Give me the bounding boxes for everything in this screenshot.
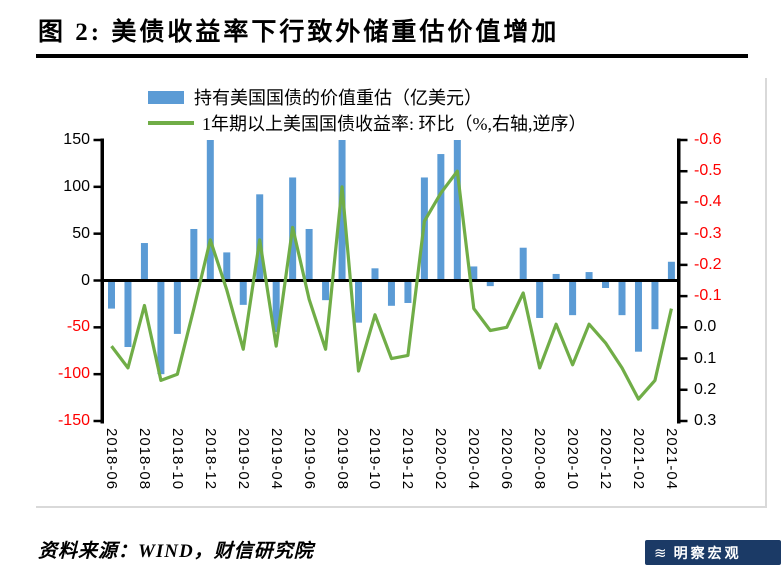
legend-bar-swatch [148,90,184,104]
legend-item-line: 1年期以上美国国债收益率: 环比（%,右轴,逆序） [148,110,587,136]
bar [519,247,527,281]
right-axis-tick [680,138,688,142]
bar [618,280,626,316]
bar [124,280,132,348]
legend-line-label: 1年期以上美国国债收益率: 环比（%,右轴,逆序） [202,114,587,134]
right-axis-tick [680,419,688,423]
chart-legend: 持有美国国债的价值重估（亿美元） 1年期以上美国国债收益率: 环比（%,右轴,逆… [148,84,587,136]
bar [239,280,247,305]
bar [355,280,363,323]
bar [536,280,544,318]
bar [651,280,659,330]
chart-bottom-border [36,506,767,508]
bar [305,228,313,281]
left-axis-tick [93,326,101,329]
left-axis-tick [93,185,101,189]
left-axis-tick [93,372,101,376]
bar [322,280,330,301]
bar [140,243,148,281]
left-axis-tick [93,419,101,423]
bar [634,280,642,352]
right-axis-tick [680,388,688,392]
bar [173,280,181,334]
left-axis-tick [93,138,101,142]
yield-line [110,169,673,401]
bar [223,252,231,281]
bar [371,268,379,281]
legend-item-bars: 持有美国国债的价值重估（亿美元） [148,84,587,110]
bar [404,280,412,303]
watermark-badge: ≋ 明察宏观 [645,540,781,565]
right-axis-tick [680,201,688,204]
bar [190,228,198,281]
bar [338,140,346,281]
source-note: 资料来源：WIND，财信研究院 [38,541,314,562]
legend-bar-label: 持有美国国债的价值重估（亿美元） [194,88,482,108]
right-axis-tick [680,326,688,329]
bar [486,280,494,287]
right-axis-tick [680,294,688,298]
title-underline [36,54,748,58]
left-axis-tick [93,279,101,282]
bar [256,194,264,281]
figure-title: 图 2: 美债收益率下行致外储重估价值增加 [38,19,560,46]
bar [602,280,610,288]
bar [552,273,560,281]
bar [108,280,115,309]
bar [453,140,461,281]
bar [585,272,593,281]
zero-line [100,279,681,282]
right-axis-tick [680,169,688,173]
bar [206,140,214,281]
right-axis-tick [680,263,688,267]
bar [667,261,675,281]
legend-line-swatch [148,121,194,125]
bar [470,266,478,281]
right-axis-tick [680,357,688,360]
watermark-text: 明察宏观 [673,546,742,562]
bar [569,280,577,316]
chart-right-border [765,78,767,508]
bar [387,280,395,306]
waves-logo-icon: ≋ [654,543,667,562]
left-axis-tick [93,232,101,235]
bar [157,280,165,375]
bar [437,154,445,281]
bar [272,280,280,333]
right-axis-tick [680,232,688,235]
